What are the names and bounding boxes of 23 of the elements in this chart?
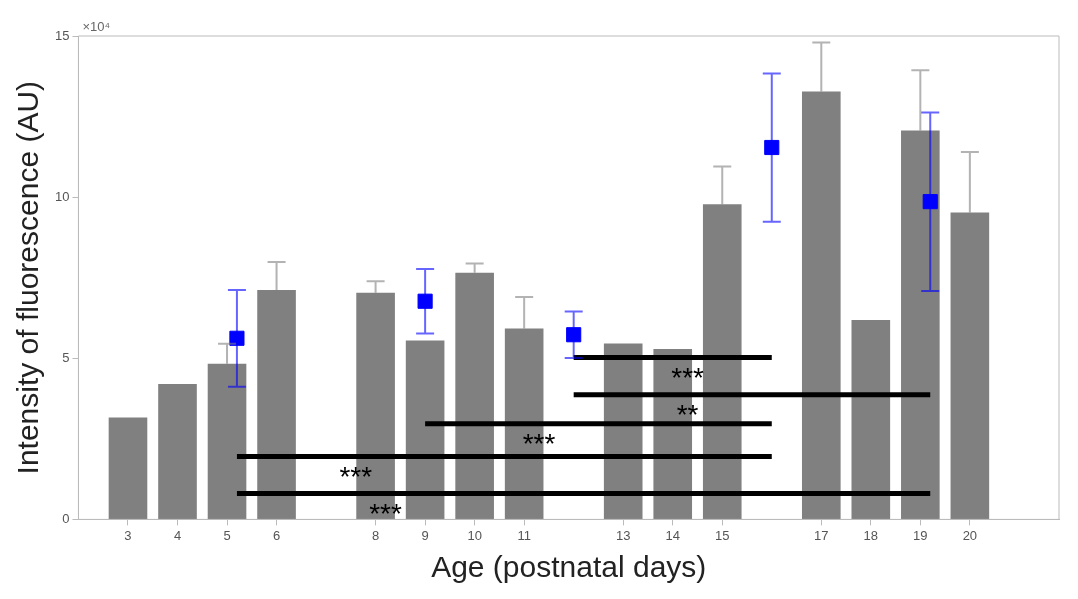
x-tick-label: 13 — [615, 527, 631, 543]
x-tick-label: 4 — [173, 527, 182, 543]
x-axis-title: Age (postnatal days) — [431, 550, 707, 584]
y-tick-label: 15 — [54, 27, 70, 43]
x-tick-label: 8 — [371, 527, 380, 543]
x-tick-label: 5 — [223, 527, 231, 543]
x-tick-label: 3 — [124, 527, 132, 543]
annotation: *** — [339, 461, 373, 493]
x-tick-label: 9 — [421, 527, 429, 543]
y-tick-label: 5 — [62, 349, 70, 365]
x-tick-label: 15 — [715, 527, 730, 543]
x-tick-label: 14 — [665, 527, 680, 543]
x-tick-label: 18 — [863, 527, 879, 543]
x-tick-label: 20 — [962, 527, 978, 543]
x-tick-label: 10 — [467, 527, 482, 543]
y-tick-label: 10 — [54, 188, 70, 204]
x-tick-label: 11 — [517, 527, 531, 543]
text: ×10⁴ — [82, 19, 111, 35]
y-axis-title: Intensity of fluorescence (AU) — [11, 80, 45, 475]
y-tick-label: 0 — [62, 510, 70, 526]
x-tick-label: 6 — [272, 527, 281, 543]
x-tick-label: 19 — [913, 527, 928, 543]
x-tick-label: 17 — [814, 527, 829, 543]
